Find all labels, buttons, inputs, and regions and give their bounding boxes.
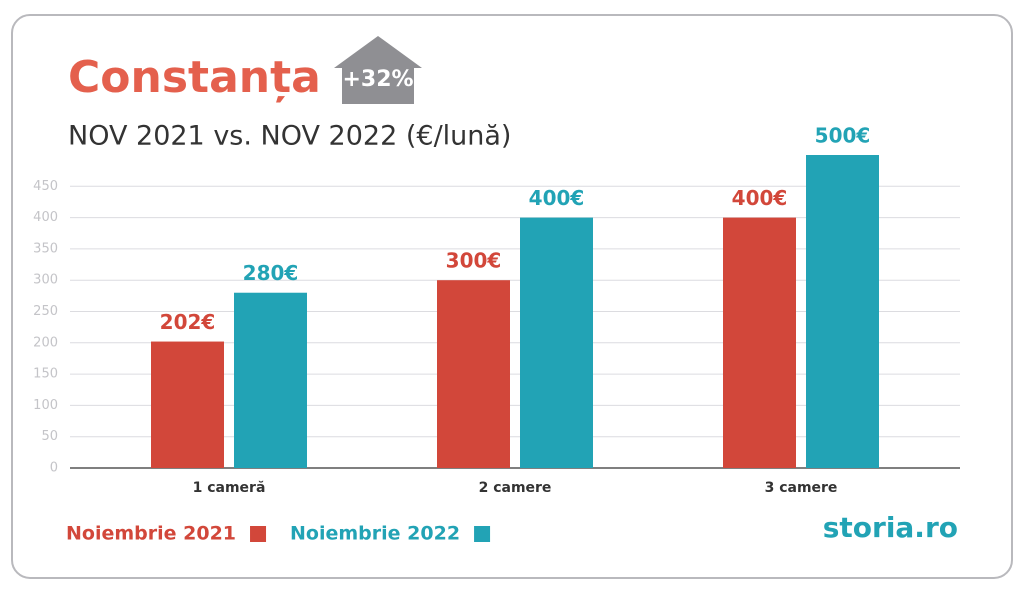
house-icon: [334, 36, 422, 104]
y-tick-label: 300: [33, 273, 58, 288]
badge: +32%: [342, 67, 413, 92]
bar: [520, 217, 593, 468]
x-tick-label: 2 camere: [479, 480, 552, 496]
value-label: 500€: [815, 124, 871, 148]
brand: storia.ro: [823, 511, 958, 544]
value-label: 400€: [732, 186, 788, 210]
y-tick-label: 200: [33, 335, 58, 350]
legend-swatch: [474, 526, 491, 542]
bar: [437, 280, 510, 468]
y-tick-label: 250: [33, 304, 58, 319]
chart-title: Constanța: [68, 52, 321, 103]
y-tick-label: 50: [41, 429, 58, 444]
x-tick-label: 1 cameră: [193, 480, 266, 496]
x-tick-label: 3 camere: [765, 480, 838, 496]
bar: [151, 341, 224, 468]
y-tick-label: 350: [33, 241, 58, 256]
chart-subtitle: NOV 2021 vs. NOV 2022 (€/lună): [68, 121, 511, 152]
bar: [723, 217, 796, 468]
value-label: 280€: [243, 261, 299, 285]
legend-swatch: [250, 526, 267, 542]
value-label: 300€: [446, 249, 502, 273]
legend-label: Noiembrie 2021: [66, 523, 236, 545]
y-tick-label: 450: [33, 179, 58, 194]
y-tick-label: 400: [33, 210, 58, 225]
legend-label: Noiembrie 2022: [290, 523, 460, 545]
bar: [234, 292, 307, 468]
y-tick-label: 100: [33, 398, 58, 413]
bar: [806, 155, 879, 468]
value-label: 400€: [529, 186, 585, 210]
value-label: 202€: [160, 310, 216, 334]
y-tick-label: 150: [33, 367, 58, 382]
y-tick-label: 0: [50, 461, 58, 476]
